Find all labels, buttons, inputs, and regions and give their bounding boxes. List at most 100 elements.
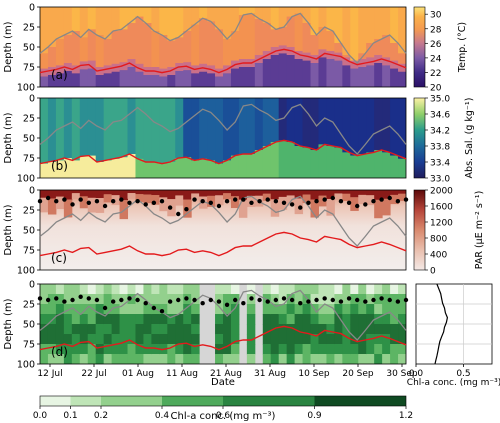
sal-cell bbox=[167, 162, 176, 178]
chl-cell bbox=[151, 284, 160, 295]
chl-cell bbox=[135, 304, 144, 315]
euphotic-depth-dot bbox=[265, 197, 270, 202]
par-cell bbox=[215, 190, 224, 196]
par-cell bbox=[79, 190, 89, 197]
euphotic-depth-dot bbox=[387, 195, 392, 201]
temp-cell bbox=[167, 7, 176, 41]
euphotic-depth-dot bbox=[94, 297, 100, 303]
chl-cell bbox=[230, 324, 240, 335]
panel-a-label: (a) bbox=[51, 68, 68, 82]
sal-cell bbox=[143, 162, 152, 178]
chl-cell bbox=[127, 324, 136, 335]
chl-cell bbox=[262, 314, 272, 325]
temp-cell bbox=[230, 31, 240, 65]
ylabel-c: Depth (m) bbox=[3, 204, 14, 255]
mixed-layer-red-line bbox=[39, 231, 407, 257]
chl-cell bbox=[183, 344, 192, 355]
colorbar-tick-label: 24 bbox=[430, 54, 442, 64]
temp-cell bbox=[40, 53, 49, 73]
chl-cell bbox=[159, 334, 168, 345]
chl-cell bbox=[167, 324, 176, 335]
chl-colorbar-segment bbox=[101, 396, 162, 406]
sal-cell bbox=[55, 98, 65, 161]
depth-tick-label: 75 bbox=[23, 340, 35, 351]
chl-cell bbox=[40, 314, 49, 325]
euphotic-depth-dot bbox=[176, 297, 181, 303]
temp-cell bbox=[135, 63, 144, 72]
euphotic-depth-dot bbox=[208, 200, 213, 205]
chl-cell bbox=[366, 304, 375, 315]
par-cell bbox=[286, 190, 296, 196]
temp-cell bbox=[183, 70, 192, 87]
temp-cell bbox=[374, 7, 383, 39]
sal-cell bbox=[374, 150, 383, 178]
chl-cell bbox=[334, 334, 343, 345]
par-cell bbox=[350, 190, 359, 198]
euphotic-depth-dot bbox=[94, 199, 100, 204]
chl-cell bbox=[119, 314, 129, 325]
temp-cell bbox=[167, 40, 176, 71]
chl-cell bbox=[159, 324, 168, 335]
colorbar-tick-label: 22 bbox=[430, 69, 441, 79]
euphotic-depth-dot bbox=[45, 297, 51, 303]
chl-cell bbox=[270, 284, 280, 295]
temp-cell bbox=[230, 68, 240, 87]
par-cell bbox=[342, 190, 351, 194]
sal-cell bbox=[87, 98, 97, 156]
par-cell bbox=[95, 198, 105, 213]
sal-cell bbox=[223, 160, 232, 178]
temp-cell bbox=[390, 60, 399, 69]
par-cell bbox=[366, 195, 375, 206]
chl-colorbar: 0.0 0.1 0.2 0.4 0.6 0.9 1.2 bbox=[33, 395, 413, 421]
chl-cell bbox=[302, 294, 312, 305]
chl-cell bbox=[159, 284, 168, 295]
chl-cell bbox=[326, 344, 335, 355]
chl-cell bbox=[350, 304, 359, 315]
temp-cell bbox=[398, 53, 406, 68]
chl-cell bbox=[79, 334, 89, 345]
euphotic-depth-dot bbox=[289, 297, 295, 303]
euphotic-depth-dot bbox=[159, 199, 165, 204]
colorbar-tick-label: 33.4 bbox=[430, 159, 450, 169]
chl-cell bbox=[119, 324, 129, 335]
par-cell bbox=[55, 196, 65, 210]
chl-cell bbox=[167, 344, 176, 355]
temp-cell bbox=[95, 75, 105, 87]
euphotic-depth-dot bbox=[208, 297, 213, 303]
colorbar-tick-label: 34.2 bbox=[430, 127, 450, 137]
temp-cell bbox=[103, 73, 113, 87]
temp-cell bbox=[382, 7, 391, 35]
chl-cell bbox=[47, 324, 57, 335]
chl-colorbar-tick-label: 0.4 bbox=[155, 411, 170, 421]
chl-cell bbox=[191, 334, 200, 345]
euphotic-depth-dot bbox=[78, 294, 83, 299]
chl-cell bbox=[127, 334, 136, 345]
chl-cell bbox=[191, 314, 200, 325]
sal-cell bbox=[175, 158, 184, 178]
chl-cell bbox=[223, 354, 232, 364]
depth-tick-label: 75 bbox=[23, 154, 35, 165]
par-cell bbox=[326, 190, 335, 199]
chl-cell bbox=[278, 324, 288, 335]
date-tick-label: 21 Aug bbox=[210, 369, 242, 379]
chl-cell bbox=[278, 304, 288, 315]
par-cell bbox=[63, 199, 73, 218]
chl-cell bbox=[71, 324, 81, 335]
chl-cell bbox=[215, 284, 224, 295]
temp-cell bbox=[358, 7, 367, 54]
par-cell bbox=[334, 190, 343, 194]
chl-cell bbox=[215, 314, 224, 325]
chl-cell bbox=[191, 344, 200, 355]
chl-cell bbox=[382, 294, 391, 305]
chl-cell bbox=[167, 294, 176, 305]
chl-cell bbox=[55, 284, 65, 295]
sal-cell bbox=[71, 160, 81, 178]
euphotic-depth-dot bbox=[338, 299, 344, 304]
sal-cell bbox=[334, 98, 343, 148]
euphotic-depth-dot bbox=[379, 197, 384, 202]
temp-cell bbox=[374, 55, 383, 63]
chl-cell bbox=[175, 354, 184, 364]
chl-cell bbox=[358, 344, 367, 355]
chl-cell bbox=[191, 284, 200, 295]
panel-a bbox=[40, 7, 406, 87]
